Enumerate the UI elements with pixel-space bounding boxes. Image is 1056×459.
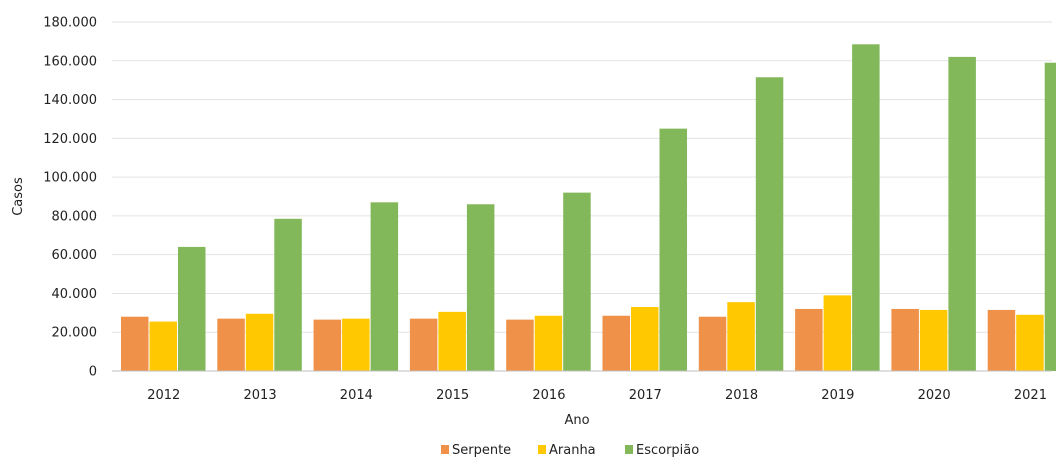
y-tick-label: 40.000 [52,287,98,302]
bar-serpente-2020 [891,308,919,371]
legend: Serpente Aranha Escorpião [441,443,699,458]
legend-swatch [625,445,633,454]
bar-serpente-2018 [698,316,727,371]
x-axis-ticks: 2012 2013 2014 2015 2016 2017 2018 2019 2020 2021 [147,388,1047,403]
y-tick-label: 180.000 [43,16,97,31]
bar-aranha-2015 [438,311,466,371]
bar-serpente-2014 [313,319,342,371]
bar-escorpio-2017 [659,128,687,371]
bar-aranha-2016 [534,315,563,371]
x-tick-label: 2015 [436,388,469,403]
y-tick-label: 120.000 [43,132,97,147]
legend-label: Escorpião [636,443,699,458]
gridlines [112,21,1052,333]
x-tick-label: 2013 [244,388,277,403]
bars [121,44,1056,372]
y-tick-label: 0 [89,365,97,380]
legend-label: Aranha [549,443,596,458]
legend-swatch [538,445,546,454]
x-tick-label: 2019 [821,388,854,403]
bar-escorpio-2013 [274,218,302,371]
y-tick-label: 80.000 [52,209,98,224]
bar-escorpio-2015 [466,204,495,371]
bar-escorpio-2012 [178,246,206,371]
bar-escorpio-2021 [1044,62,1056,371]
bar-aranha-2019 [823,295,852,371]
bar-serpente-2016 [506,319,534,371]
bar-serpente-2012 [121,316,149,371]
bar-escorpio-2014 [370,202,399,371]
y-tick-label: 60.000 [52,248,98,263]
bar-serpente-2013 [217,318,245,371]
bar-serpente-2015 [409,318,438,371]
bar-serpente-2019 [795,308,823,371]
bar-aranha-2013 [245,313,274,371]
bar-escorpio-2019 [852,44,880,372]
x-tick-label: 2016 [532,388,565,403]
y-axis-title: Casos [11,177,26,216]
bar-aranha-2020 [919,309,948,371]
x-tick-label: 2012 [147,388,180,403]
x-tick-label: 2020 [918,388,951,403]
bar-escorpio-2018 [755,77,784,371]
bar-aranha-2018 [727,302,755,371]
bar-serpente-2017 [602,315,630,371]
y-axis-ticks: 0 20.000 40.000 60.000 80.000 100.000 120.000 1… [43,16,97,380]
x-tick-label: 2017 [629,388,662,403]
x-tick-label: 2021 [1014,388,1047,403]
legend-swatch [441,445,449,454]
y-tick-label: 20.000 [52,326,98,341]
x-tick-label: 2018 [725,388,758,403]
bar-aranha-2021 [1016,314,1044,371]
bar-serpente-2021 [987,309,1016,371]
bar-escorpio-2020 [948,56,976,372]
y-tick-label: 160.000 [43,54,97,69]
x-tick-label: 2014 [340,388,373,403]
bar-aranha-2017 [631,307,659,371]
y-tick-label: 140.000 [43,93,97,108]
y-tick-label: 100.000 [43,171,97,186]
bar-aranha-2012 [149,321,177,371]
bar-aranha-2014 [342,318,370,371]
bar-escorpio-2016 [563,192,591,371]
x-axis-title: Ano [564,413,589,428]
legend-label: Serpente [452,443,511,458]
